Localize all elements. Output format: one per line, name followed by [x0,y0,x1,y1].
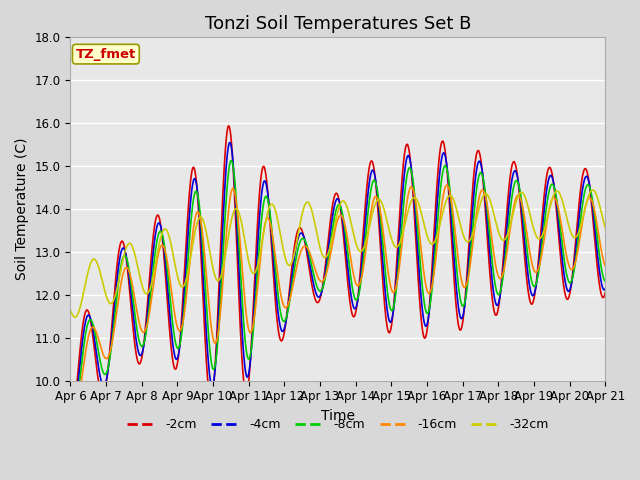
-2cm [305,263,313,268]
-4cm [305,256,313,262]
-8cm [68,423,76,429]
-16cm [315,276,323,281]
-8cm [602,278,609,284]
-16cm [108,339,116,345]
-4cm [108,333,116,339]
-8cm [227,158,235,164]
-16cm [602,264,609,269]
-2cm [108,324,116,329]
-32cm [71,314,79,320]
-8cm [130,304,138,310]
-8cm [372,180,380,185]
Title: Tonzi Soil Temperatures Set B: Tonzi Soil Temperatures Set B [205,15,471,33]
-2cm [315,299,323,305]
Legend: -2cm, -4cm, -8cm, -16cm, -32cm: -2cm, -4cm, -8cm, -16cm, -32cm [122,413,554,436]
-16cm [69,412,77,418]
Line: -32cm: -32cm [70,190,605,317]
-32cm [589,187,596,193]
-4cm [602,286,609,291]
Line: -4cm: -4cm [70,143,605,432]
-2cm [602,289,609,295]
-32cm [67,307,74,313]
-16cm [294,260,301,265]
-4cm [315,294,323,300]
-32cm [108,300,116,306]
-2cm [225,123,232,129]
-4cm [130,316,138,322]
-32cm [294,234,301,240]
-2cm [130,330,138,336]
-32cm [305,200,313,206]
Line: -16cm: -16cm [70,185,605,415]
-8cm [108,338,116,344]
Line: -2cm: -2cm [70,126,605,436]
-16cm [371,194,379,200]
Text: TZ_fmet: TZ_fmet [76,48,136,60]
-4cm [67,429,74,435]
-8cm [294,246,302,252]
-4cm [294,237,301,242]
-2cm [294,228,301,234]
-16cm [443,182,451,188]
Line: -8cm: -8cm [70,161,605,426]
X-axis label: Time: Time [321,409,355,423]
-32cm [371,201,379,207]
-32cm [602,225,609,231]
-16cm [67,407,74,413]
-16cm [305,248,313,253]
-8cm [67,422,74,428]
-8cm [315,288,323,293]
-4cm [371,175,379,180]
-4cm [226,140,234,145]
-16cm [130,291,138,297]
-2cm [371,175,379,180]
-2cm [67,433,74,439]
-32cm [130,248,138,254]
-32cm [315,238,323,244]
Y-axis label: Soil Temperature (C): Soil Temperature (C) [15,138,29,280]
-8cm [305,251,313,257]
